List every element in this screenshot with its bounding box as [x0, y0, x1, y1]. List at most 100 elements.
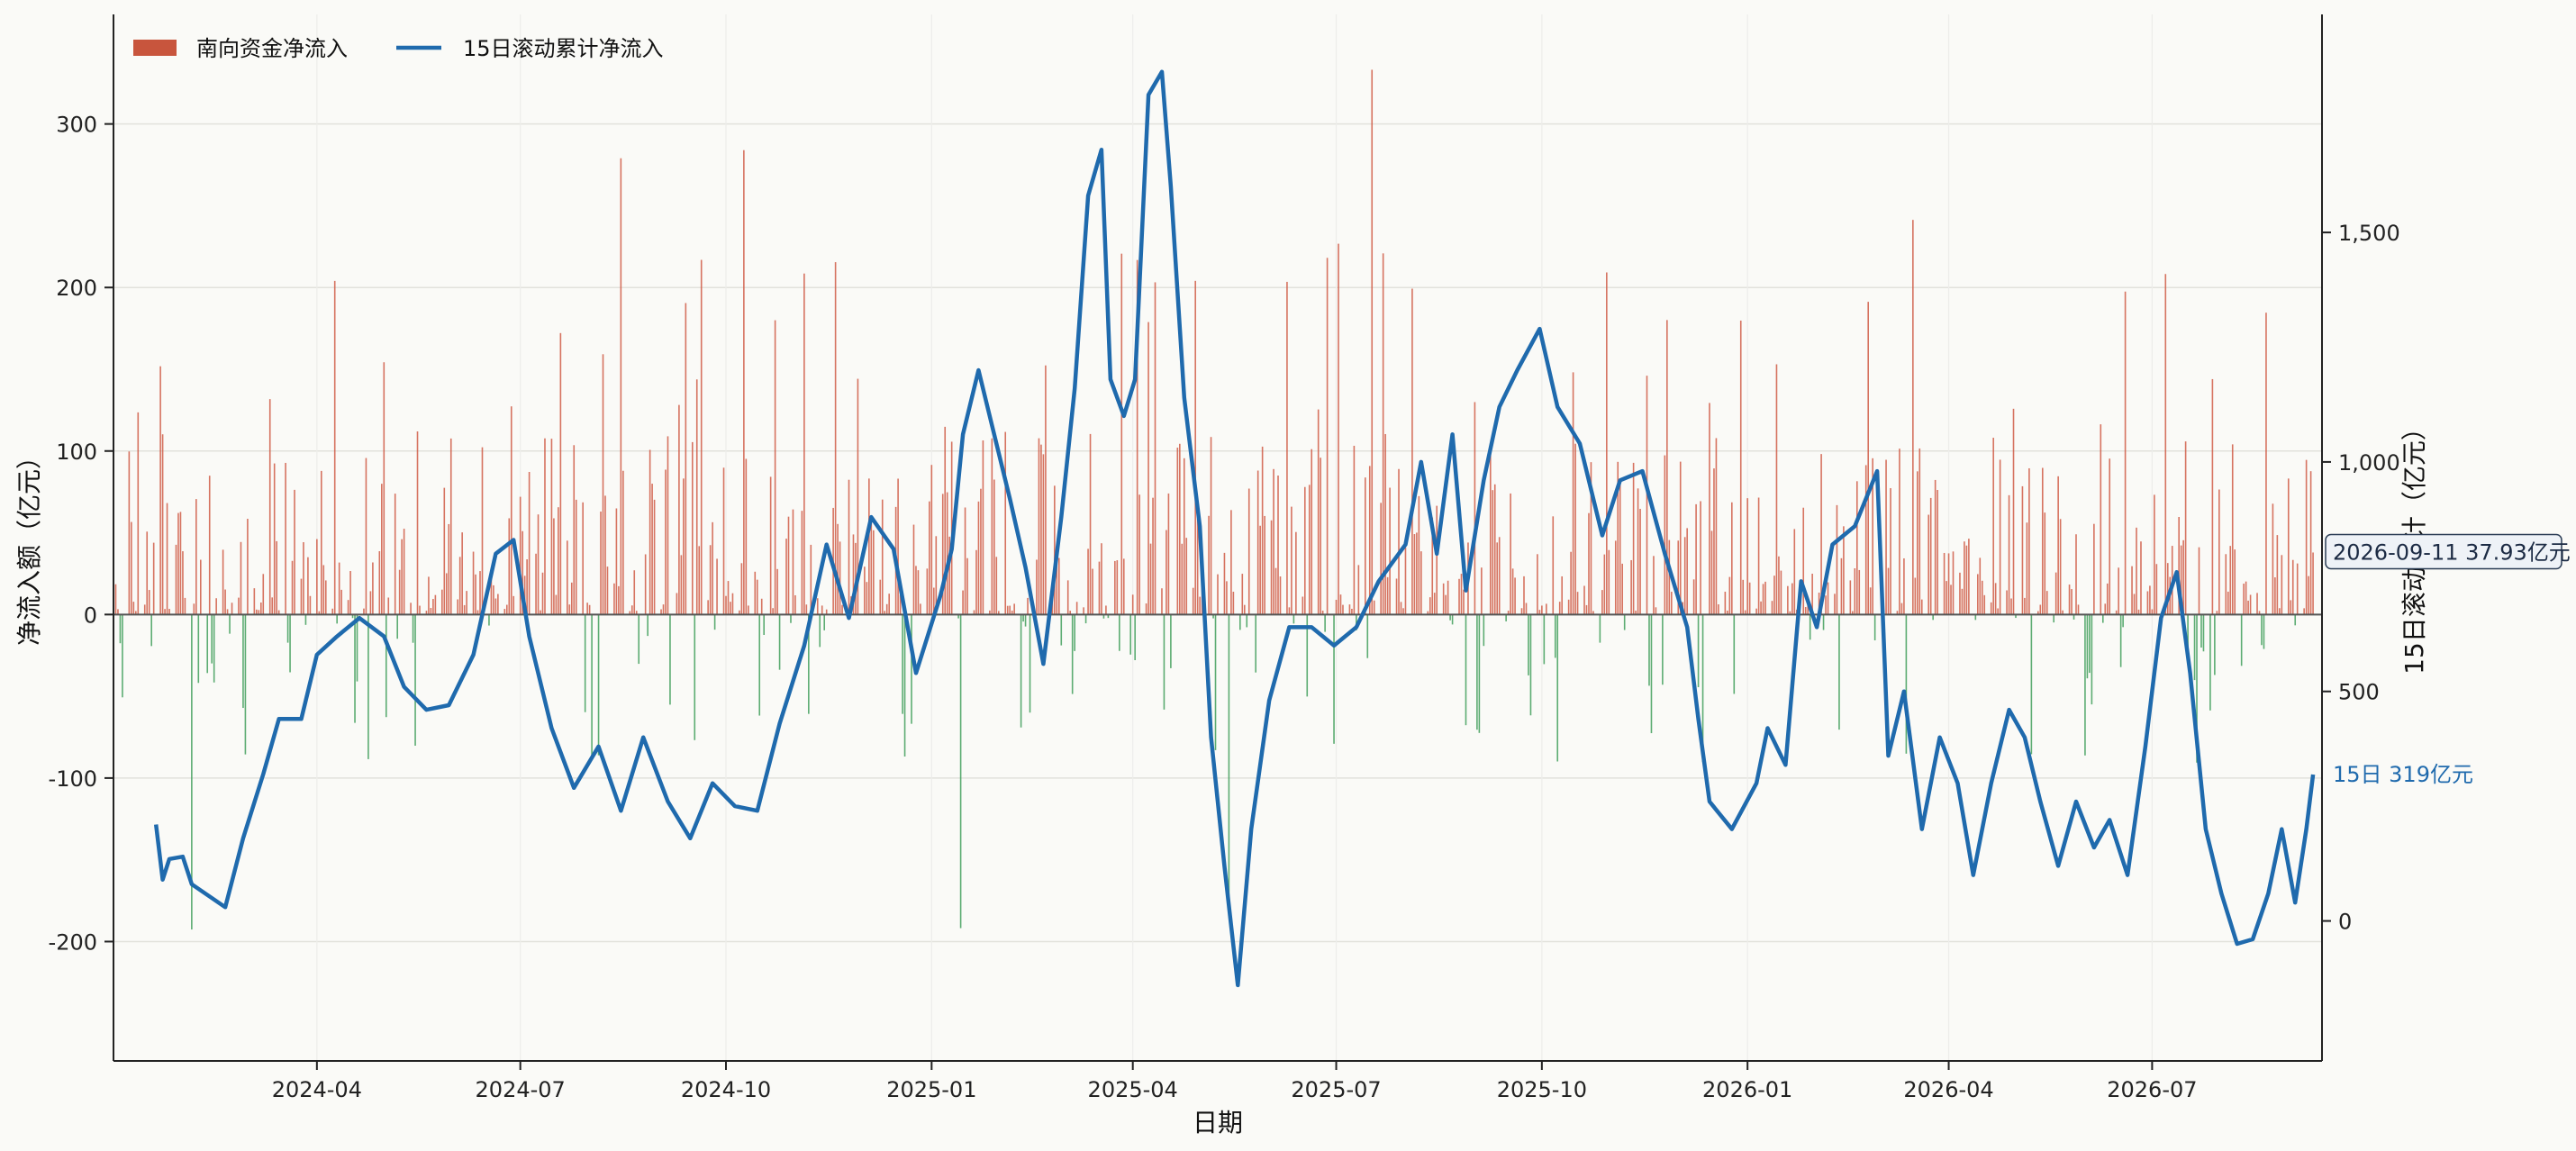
bar — [1498, 537, 1501, 615]
bar — [1791, 583, 1793, 615]
bar — [1733, 614, 1736, 694]
bar — [1525, 603, 1528, 615]
bar — [722, 467, 725, 615]
bar — [866, 582, 868, 615]
bar — [510, 406, 512, 615]
bar — [727, 581, 730, 615]
bar — [897, 478, 899, 615]
bar — [980, 488, 982, 615]
x-tick-label: 2024-04 — [272, 1077, 362, 1102]
bar — [1528, 614, 1529, 675]
bar — [1131, 594, 1134, 615]
bar — [1185, 538, 1188, 615]
bar — [680, 555, 683, 615]
bar — [253, 588, 256, 615]
bar — [2258, 611, 2261, 615]
x-tick-label: 2025-04 — [1088, 1077, 1178, 1102]
bar — [787, 516, 790, 615]
bar — [2184, 441, 2187, 615]
bar — [356, 614, 358, 682]
bar — [602, 354, 604, 615]
bar — [1279, 576, 1282, 615]
bar — [622, 470, 624, 615]
bar — [1739, 320, 1742, 615]
bar — [1999, 459, 2001, 615]
y2-tick-label: 1,000 — [2338, 450, 2400, 476]
bar — [152, 542, 155, 615]
bar — [336, 614, 338, 624]
bar — [2216, 611, 2218, 615]
bar — [1934, 479, 1937, 615]
bar — [1020, 614, 1022, 728]
bar — [1400, 602, 1402, 615]
bar — [1632, 462, 1635, 615]
bar — [2084, 614, 2086, 756]
bar — [351, 614, 354, 619]
bar — [1854, 568, 1856, 615]
bar — [975, 549, 977, 615]
bar — [1273, 468, 1274, 615]
bar — [1356, 614, 1357, 630]
annotation-rolling-value: 15日 319亿元 — [2333, 762, 2473, 787]
bar — [1181, 543, 1184, 615]
bar — [808, 614, 810, 714]
bar — [135, 611, 137, 615]
bar — [1606, 272, 1608, 615]
bar — [575, 499, 577, 615]
y-tick-label: -100 — [49, 766, 97, 792]
bar — [1664, 455, 1666, 615]
bar — [1384, 433, 1386, 615]
bar — [2274, 577, 2276, 615]
bar — [2037, 611, 2039, 615]
bar — [1637, 488, 1639, 615]
bar — [1981, 580, 1983, 615]
bar — [911, 614, 912, 724]
bar — [1083, 607, 1084, 615]
bar — [1561, 576, 1563, 615]
bar — [247, 519, 249, 615]
bar — [363, 608, 365, 615]
bar — [929, 501, 930, 615]
bar — [2209, 614, 2211, 711]
bar — [494, 598, 497, 615]
bar — [2272, 503, 2274, 615]
bar — [1787, 585, 1789, 615]
bar — [912, 524, 915, 615]
bar — [268, 399, 271, 615]
bar — [1170, 614, 1172, 668]
bar — [1968, 539, 1970, 615]
bar — [1529, 614, 1532, 716]
bar — [1223, 552, 1226, 615]
bar — [119, 614, 122, 644]
bar — [1212, 614, 1214, 619]
bar — [1858, 569, 1861, 615]
bar — [1291, 506, 1293, 615]
bar — [1802, 507, 1805, 615]
bar — [398, 569, 401, 615]
bar — [2146, 591, 2149, 615]
bar — [1979, 557, 1982, 615]
bar — [1724, 591, 1727, 615]
bar — [1917, 471, 1918, 615]
bar — [2305, 459, 2308, 615]
series-line-rolling — [153, 69, 2316, 988]
bar — [618, 585, 620, 615]
bar — [2086, 614, 2089, 679]
bar — [2039, 604, 2042, 615]
bar — [206, 614, 209, 674]
bar — [242, 614, 244, 709]
bar — [1671, 592, 1673, 615]
bar — [879, 579, 882, 615]
bar — [449, 438, 452, 615]
bar — [1905, 614, 1908, 754]
bar — [2101, 614, 2104, 623]
bar — [177, 512, 179, 615]
bar — [416, 431, 419, 615]
bar — [1009, 605, 1011, 615]
bar — [839, 541, 841, 615]
bar — [2093, 523, 2095, 615]
bar — [537, 514, 540, 615]
bar — [1465, 614, 1467, 726]
bar — [1546, 603, 1547, 615]
bar — [324, 580, 327, 615]
